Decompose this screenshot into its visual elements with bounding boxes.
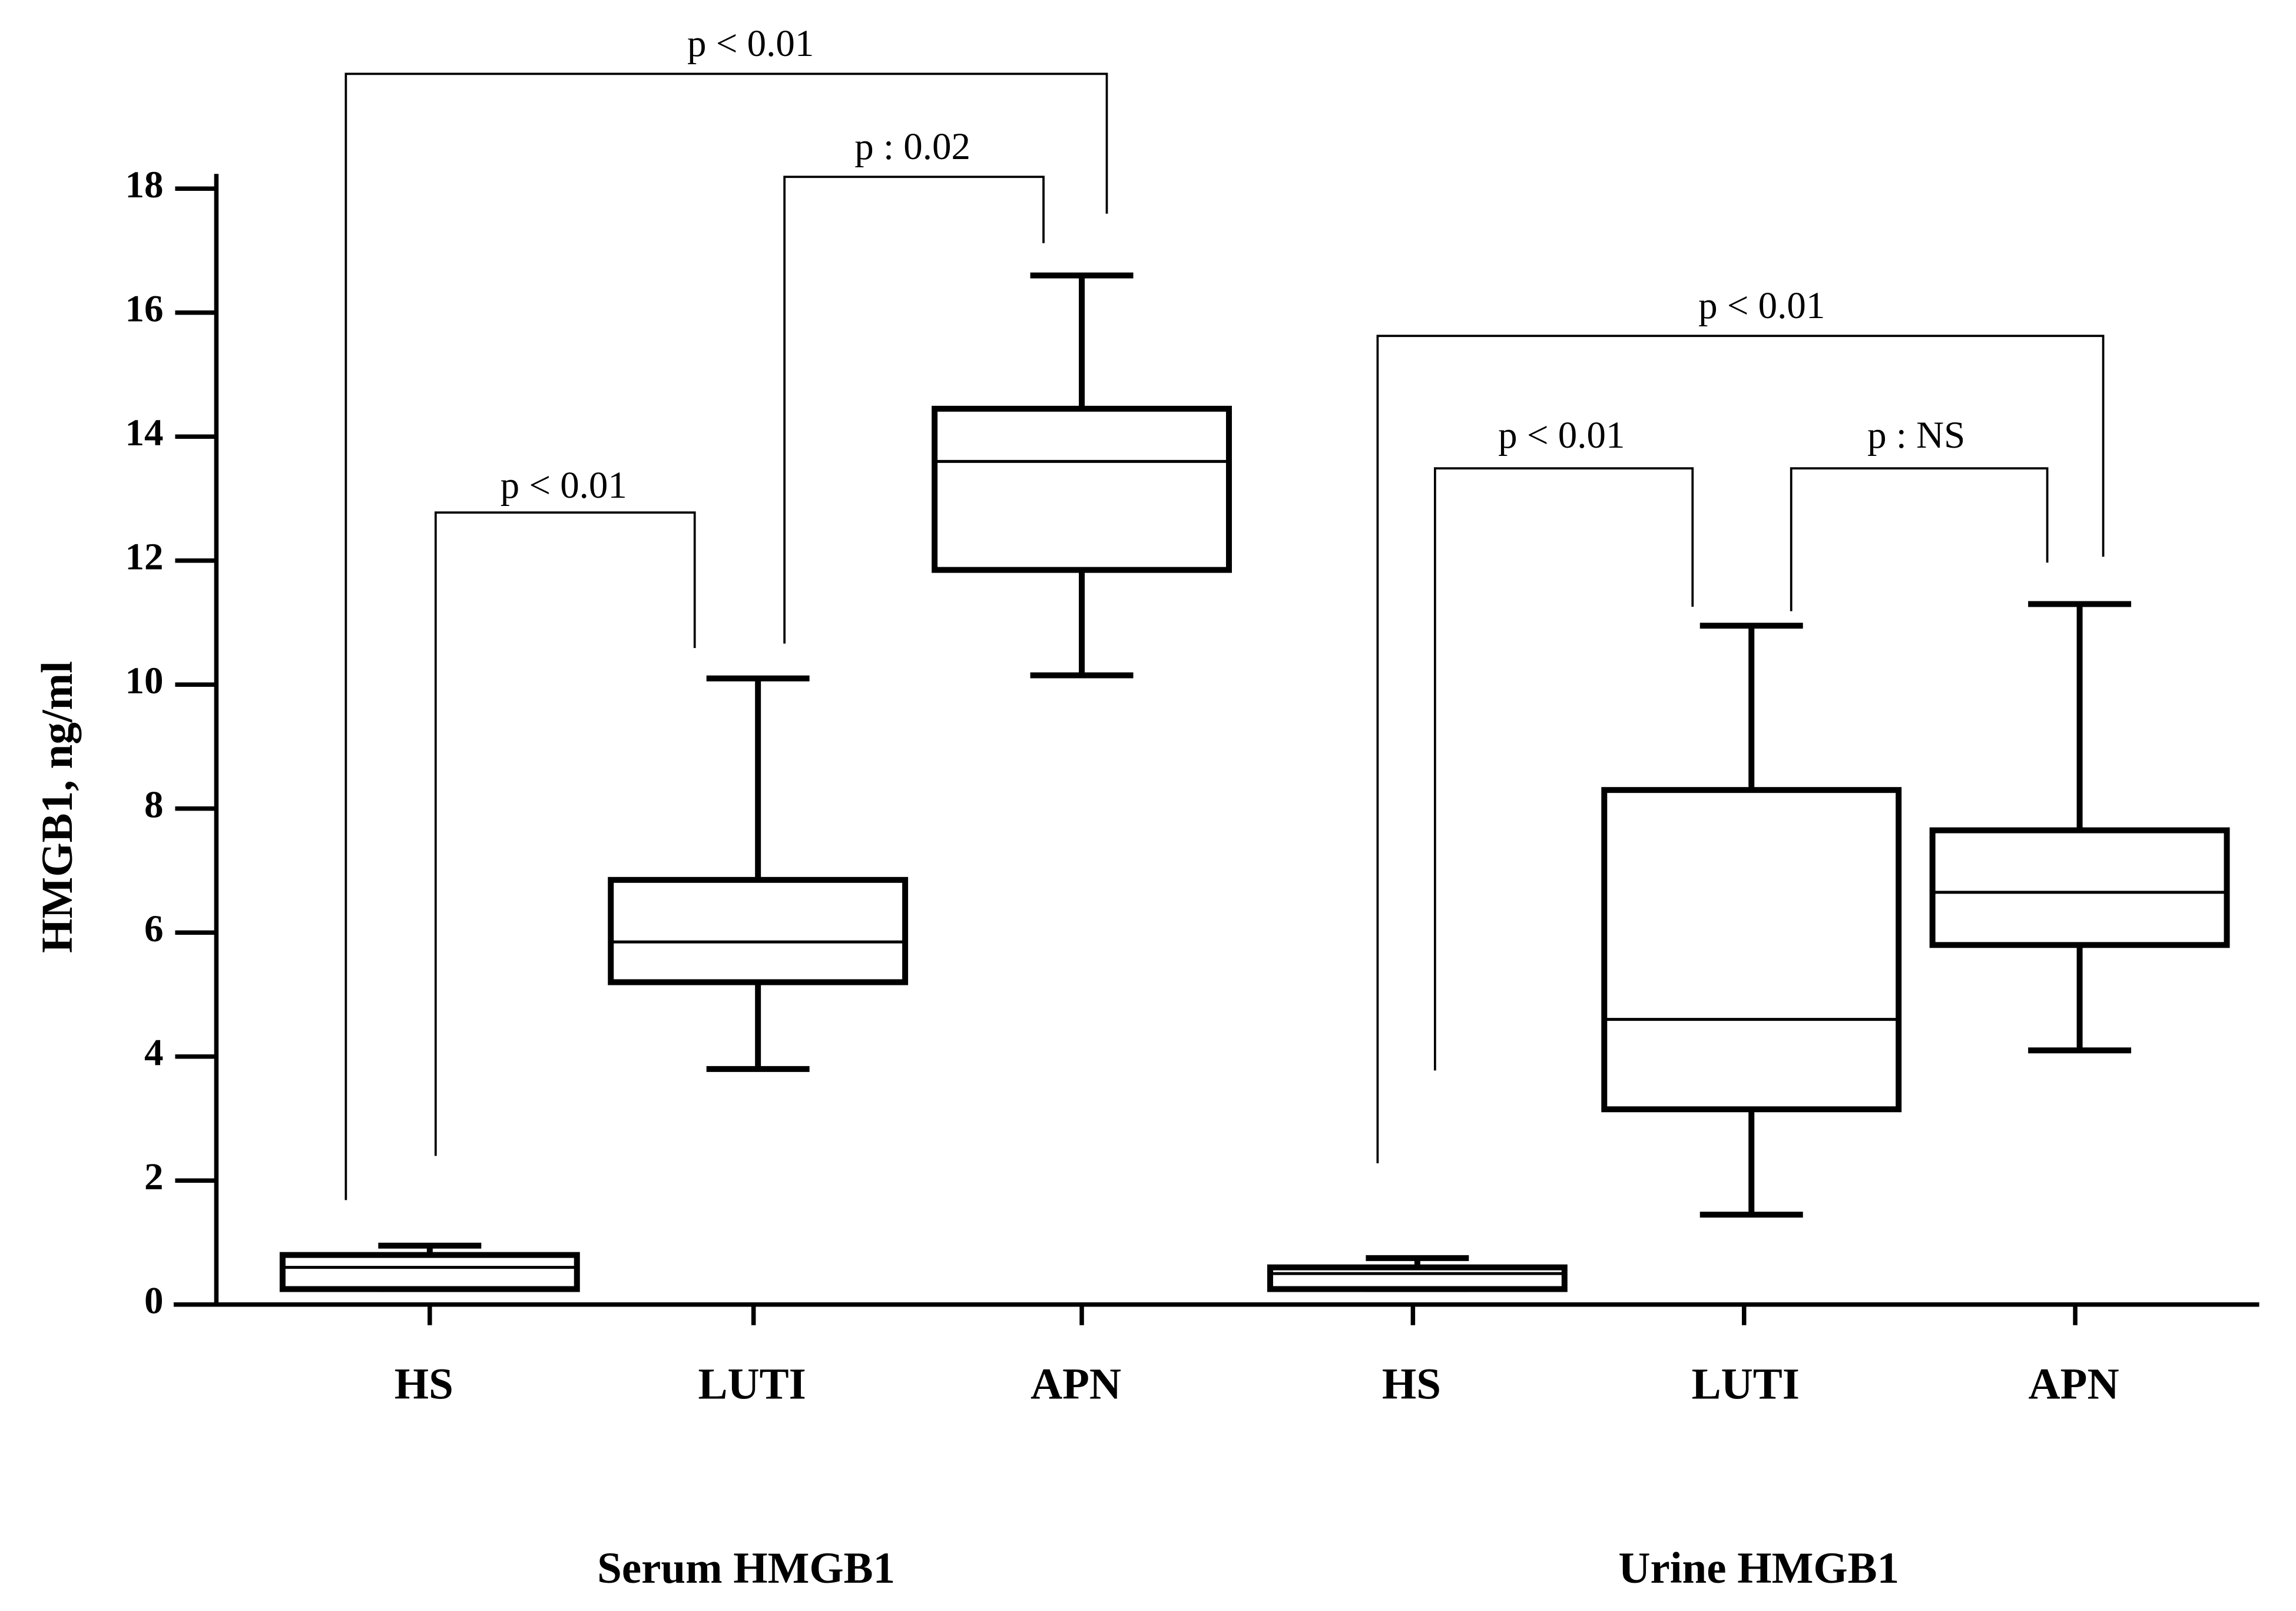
significance-label: p < 0.01 (687, 22, 814, 65)
group-label: Urine HMGB1 (1618, 1544, 1899, 1593)
significance-bracket (1376, 335, 2105, 1163)
y-tick-label: 18 (125, 164, 163, 206)
y-tick-label: 12 (125, 536, 163, 578)
x-tick-label: LUTI (1692, 1359, 1800, 1408)
y-tick-label: 14 (125, 412, 163, 454)
significance-label: p < 0.01 (1698, 285, 1825, 327)
y-tick-label: 6 (144, 908, 163, 950)
significance-label: p : 0.02 (854, 125, 970, 168)
box (608, 876, 909, 985)
x-tick-label: HS (395, 1359, 453, 1408)
significance-label: p < 0.01 (1498, 414, 1625, 456)
x-tick-label: APN (1031, 1359, 1121, 1408)
significance-bracket (434, 511, 696, 1156)
box (1267, 1264, 1568, 1292)
significance-bracket (344, 72, 1108, 1200)
y-tick-label: 10 (125, 660, 163, 702)
box (932, 405, 1232, 573)
significance-bracket (783, 176, 1045, 644)
y-tick-label: 8 (144, 784, 163, 826)
x-tick-label: LUTI (698, 1359, 806, 1408)
y-tick-label: 0 (144, 1280, 163, 1322)
x-tick-label: HS (1382, 1359, 1441, 1408)
significance-label: p : NS (1867, 414, 1965, 456)
significance-label: p < 0.01 (501, 464, 627, 507)
group-label: Serum HMGB1 (597, 1544, 895, 1593)
y-tick-label: 16 (125, 288, 163, 330)
y-tick-label: 2 (144, 1156, 163, 1198)
box (1601, 787, 1902, 1113)
y-tick-label: 4 (144, 1032, 163, 1074)
box (279, 1252, 580, 1292)
significance-bracket (1434, 467, 1694, 1071)
significance-bracket (1790, 467, 2049, 611)
y-axis-label: HMGB1, ng/ml (33, 661, 82, 953)
x-tick-label: APN (2029, 1359, 2119, 1408)
box (1929, 827, 2230, 948)
